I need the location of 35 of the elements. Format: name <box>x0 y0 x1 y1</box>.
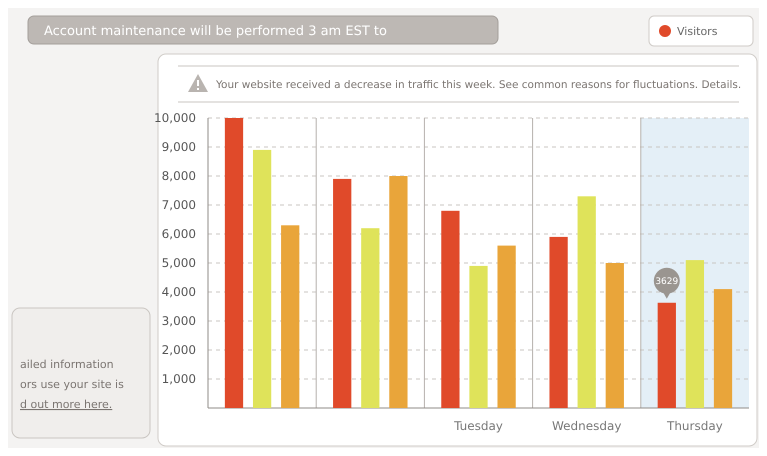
y-tick-label: 10,000 <box>154 111 196 125</box>
bar <box>497 246 516 408</box>
text: Account maintenance will be performed 3 am EST to <box>44 24 387 39</box>
bar <box>361 228 380 408</box>
y-tick-label: 4,000 <box>162 285 196 299</box>
x-tick-label: Wednesday <box>552 419 622 433</box>
y-tick-label: 7,000 <box>162 198 196 212</box>
y-tick-label: 5,000 <box>162 256 196 270</box>
bar <box>252 150 272 408</box>
y-tick-label: 1,000 <box>162 372 196 386</box>
legend-label: Visitors <box>677 25 718 38</box>
text: ailed information <box>20 358 114 371</box>
bar <box>714 289 732 408</box>
bar <box>606 263 624 408</box>
x-tick-label: Tuesday <box>453 419 503 433</box>
text: ors use your site is <box>20 378 124 391</box>
bar <box>441 210 460 408</box>
bar <box>578 196 596 408</box>
text: Your website received a decrease in traffic this week. See common reasons for fluctuations. Details. <box>215 79 742 91</box>
data-label: 3629 <box>655 276 679 287</box>
bar <box>333 178 352 408</box>
x-tick-label: Thursday <box>666 419 723 433</box>
y-tick-label: 2,000 <box>162 343 196 357</box>
y-tick-label: 8,000 <box>162 169 196 183</box>
bar <box>389 176 408 408</box>
bar <box>686 260 704 408</box>
bar <box>549 236 568 408</box>
y-tick-label: 3,000 <box>162 314 196 328</box>
text: d out more here. <box>20 398 112 411</box>
bar <box>224 118 244 408</box>
y-tick-label: 9,000 <box>162 140 196 154</box>
bar <box>469 266 488 408</box>
y-tick-label: 6,000 <box>162 227 196 241</box>
bar <box>281 225 300 408</box>
bar <box>658 302 676 408</box>
